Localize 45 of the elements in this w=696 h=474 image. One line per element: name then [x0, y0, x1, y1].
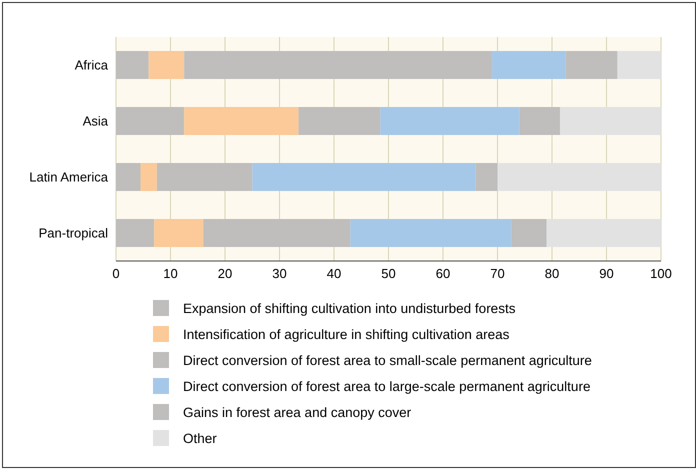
bar — [511, 219, 547, 247]
legend-label: Other — [183, 430, 217, 446]
bar — [116, 107, 184, 135]
bar — [350, 219, 512, 247]
x-tick-label: 20 — [218, 266, 232, 282]
y-tick-label: Latin America — [29, 170, 109, 185]
bar — [546, 219, 661, 247]
x-tick-label: 80 — [544, 266, 560, 282]
legend-label: Intensification of agriculture in shifting cultivation areas — [183, 326, 510, 342]
bar — [566, 51, 618, 79]
bar — [252, 163, 476, 191]
bar — [116, 163, 141, 191]
bar — [184, 51, 492, 79]
bar — [560, 107, 661, 135]
x-tick-label: 30 — [272, 266, 287, 282]
legend-label: Expansion of shifting cultivation into undisturbed forests — [183, 300, 516, 316]
legend-label: Direct conversion of forest area to small-scale permanent agriculture — [183, 352, 592, 368]
bar — [298, 107, 380, 135]
x-tick-label: 100 — [650, 266, 672, 282]
bar — [148, 51, 184, 79]
y-tick-label: Asia — [82, 114, 109, 129]
bar — [116, 51, 149, 79]
x-tick-label: 60 — [436, 266, 450, 282]
x-tick-label: 10 — [163, 266, 178, 282]
bar — [498, 163, 661, 191]
bar — [116, 219, 154, 247]
bar — [476, 163, 498, 191]
bar — [184, 107, 299, 135]
legend-label: Direct conversion of forest area to large-scale permanent agriculture — [183, 378, 590, 394]
bar — [156, 163, 252, 191]
bar — [617, 51, 661, 79]
bar — [492, 51, 566, 79]
bar — [203, 219, 350, 247]
x-tick-label: 40 — [326, 266, 342, 282]
y-tick-label: Pan-tropical — [38, 226, 108, 241]
x-tick-label: 50 — [381, 266, 396, 282]
bar — [154, 219, 204, 247]
y-tick-label: Africa — [74, 58, 109, 73]
legend-label: Gains in forest area and canopy cover — [183, 404, 412, 420]
x-tick-label: 0 — [112, 266, 120, 282]
bar — [380, 107, 520, 135]
bar — [519, 107, 560, 135]
x-tick-label: 70 — [490, 266, 505, 282]
x-tick-label: 90 — [599, 266, 614, 282]
bar — [140, 163, 157, 191]
